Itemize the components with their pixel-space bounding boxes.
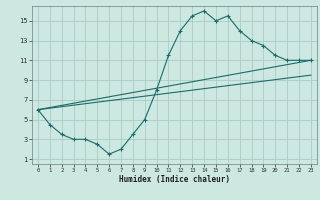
X-axis label: Humidex (Indice chaleur): Humidex (Indice chaleur)	[119, 175, 230, 184]
